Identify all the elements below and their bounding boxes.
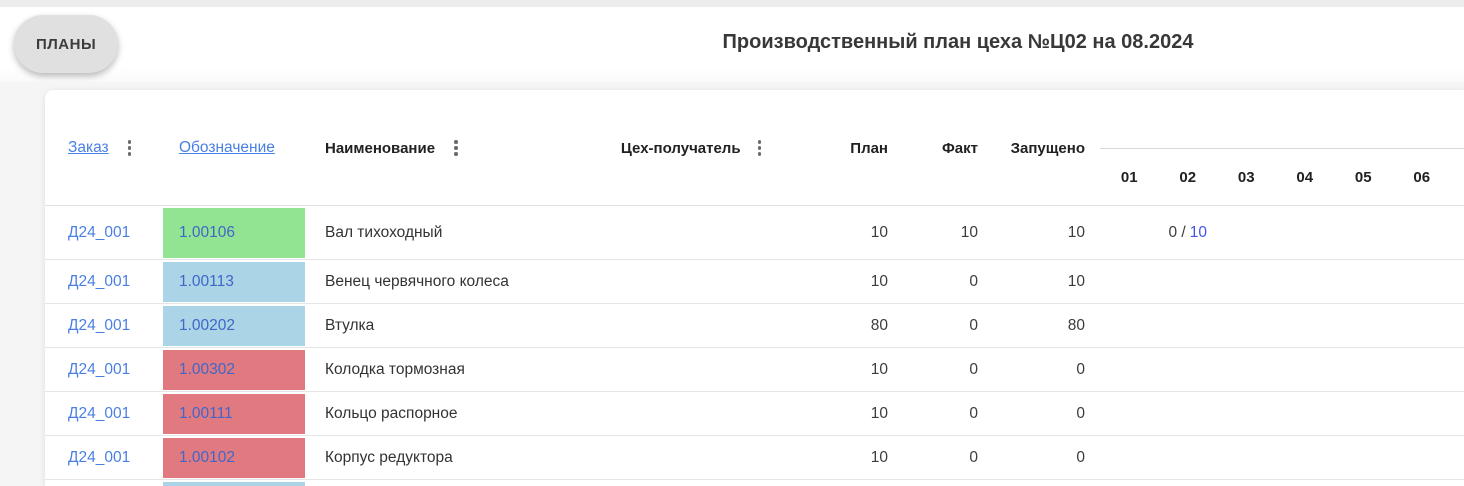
table-row: Д24_001 1.00106 Вал тихоходный 10 10 10 … <box>45 206 1464 260</box>
item-name: Венец червячного колеса <box>325 272 509 290</box>
column-header-fact: Факт <box>942 139 978 157</box>
designation-cell[interactable]: 1.00111 <box>163 392 305 435</box>
designation-label: 1.00106 <box>179 224 236 241</box>
designation-sort-link[interactable]: Обозначение <box>179 139 275 156</box>
day-column-06: 06 <box>1413 168 1431 186</box>
fact-value: 0 <box>969 316 978 334</box>
receiver-cell <box>585 392 800 435</box>
column-header-order: Заказ <box>45 137 163 159</box>
day-column-05: 05 <box>1354 168 1372 186</box>
column-header-plan: План <box>850 139 888 157</box>
plan-value: 10 <box>870 448 888 466</box>
designation-label: 1.00302 <box>179 361 236 378</box>
plan-table-card: Заказ Обозначение Наименование Цех-получ… <box>45 90 1464 486</box>
order-sort-link[interactable]: Заказ <box>68 139 109 156</box>
launched-value: 0 <box>1076 404 1085 422</box>
launched-value: 0 <box>1076 448 1085 466</box>
row-day-cells: 0 / 10 <box>1100 206 1464 259</box>
item-name: Корпус редуктора <box>325 448 453 466</box>
designation-label: 1.00111 <box>179 405 233 422</box>
item-name: Кольцо распорное <box>325 404 458 422</box>
receiver-cell <box>585 260 800 303</box>
fact-value: 0 <box>969 448 978 466</box>
day-03-cell <box>1217 206 1276 259</box>
plan-value: 10 <box>870 404 888 422</box>
table-row: Д24_001 1.00113 Венец червячного колеса … <box>45 260 1464 304</box>
day-column-04: 04 <box>1296 168 1314 186</box>
fact-value: 10 <box>960 223 978 241</box>
day-06-cell <box>1393 206 1452 259</box>
day-05-cell <box>1334 206 1393 259</box>
designation-label: 1.00202 <box>179 317 236 334</box>
row-day-cells <box>1100 304 1464 347</box>
designation-cell[interactable]: 1.00202 <box>163 304 305 347</box>
fact-value: 0 <box>969 360 978 378</box>
order-link[interactable]: Д24_001 <box>68 223 131 241</box>
launched-value: 10 <box>1067 272 1085 290</box>
plans-tab[interactable]: ПЛАНЫ <box>14 15 119 73</box>
designation-cell[interactable]: 1.00113 <box>163 260 305 303</box>
top-strip <box>0 0 1464 7</box>
receiver-cell <box>585 348 800 391</box>
day-02-launched-link[interactable]: 10 <box>1189 223 1207 241</box>
day-02-done-count: 0 / <box>1168 223 1186 241</box>
plan-value: 80 <box>870 316 888 334</box>
day-columns-group: 01 02 03 04 05 06 <box>1100 90 1464 206</box>
day-column-02: 02 <box>1179 168 1197 186</box>
day-group-divider <box>1100 148 1464 149</box>
item-name: Вал тихоходный <box>325 223 443 241</box>
plan-value: 10 <box>870 223 888 241</box>
name-header-label: Наименование <box>325 139 436 157</box>
table-row: Д24_001 1.00111 Кольцо распорное 10 0 0 <box>45 392 1464 436</box>
fact-value: 0 <box>969 404 978 422</box>
order-menu-icon[interactable] <box>125 137 135 159</box>
row-day-cells <box>1100 348 1464 391</box>
designation-cell[interactable]: 1.00106 <box>163 206 305 259</box>
receiver-cell <box>585 304 800 347</box>
designation-cell[interactable]: 1.00102 <box>163 436 305 479</box>
column-header-name: Наименование <box>305 137 585 159</box>
table-row: Д24_001 1.00102 Корпус редуктора 10 0 0 <box>45 436 1464 480</box>
day-01-cell <box>1100 206 1159 259</box>
page-title: Производственный план цеха №Ц02 на 08.20… <box>722 31 1194 53</box>
day-column-01: 01 <box>1120 168 1138 186</box>
order-link[interactable]: Д24_001 <box>68 360 131 378</box>
name-menu-icon[interactable] <box>451 137 461 159</box>
fact-value: 0 <box>969 272 978 290</box>
table-row: Д24_001 1.00202 Втулка 80 0 80 <box>45 304 1464 348</box>
designation-label: 1.00102 <box>179 449 236 466</box>
item-name: Колодка тормозная <box>325 360 465 378</box>
day-04-cell <box>1276 206 1335 259</box>
order-link[interactable]: Д24_001 <box>68 316 131 334</box>
order-link[interactable]: Д24_001 <box>68 448 131 466</box>
receiver-cell <box>585 206 800 259</box>
day-column-03: 03 <box>1237 168 1255 186</box>
table-row-partial <box>45 480 1464 486</box>
table-row: Д24_001 1.00302 Колодка тормозная 10 0 0 <box>45 348 1464 392</box>
column-header-launched: Запущено <box>1010 139 1085 157</box>
plan-value: 10 <box>870 272 888 290</box>
row-day-cells <box>1100 436 1464 479</box>
launched-value: 0 <box>1076 360 1085 378</box>
row-day-cells <box>1100 260 1464 303</box>
day-02-cell: 0 / 10 <box>1159 206 1218 259</box>
launched-value: 10 <box>1067 223 1085 241</box>
order-link[interactable]: Д24_001 <box>68 272 131 290</box>
table-header-row: Заказ Обозначение Наименование Цех-получ… <box>45 90 1464 206</box>
column-header-receiver: Цех-получатель <box>585 137 800 159</box>
receiver-menu-icon[interactable] <box>755 137 765 159</box>
order-link[interactable]: Д24_001 <box>68 404 131 422</box>
designation-label: 1.00113 <box>179 273 234 290</box>
launched-value: 80 <box>1067 316 1085 334</box>
header-band <box>0 7 1464 82</box>
plan-value: 10 <box>870 360 888 378</box>
row-day-cells <box>1100 392 1464 435</box>
receiver-header-label: Цех-получатель <box>620 139 741 157</box>
column-header-designation: Обозначение <box>163 139 305 157</box>
receiver-cell <box>585 436 800 479</box>
designation-cell[interactable] <box>163 480 305 486</box>
designation-cell[interactable]: 1.00302 <box>163 348 305 391</box>
item-name: Втулка <box>325 316 375 334</box>
